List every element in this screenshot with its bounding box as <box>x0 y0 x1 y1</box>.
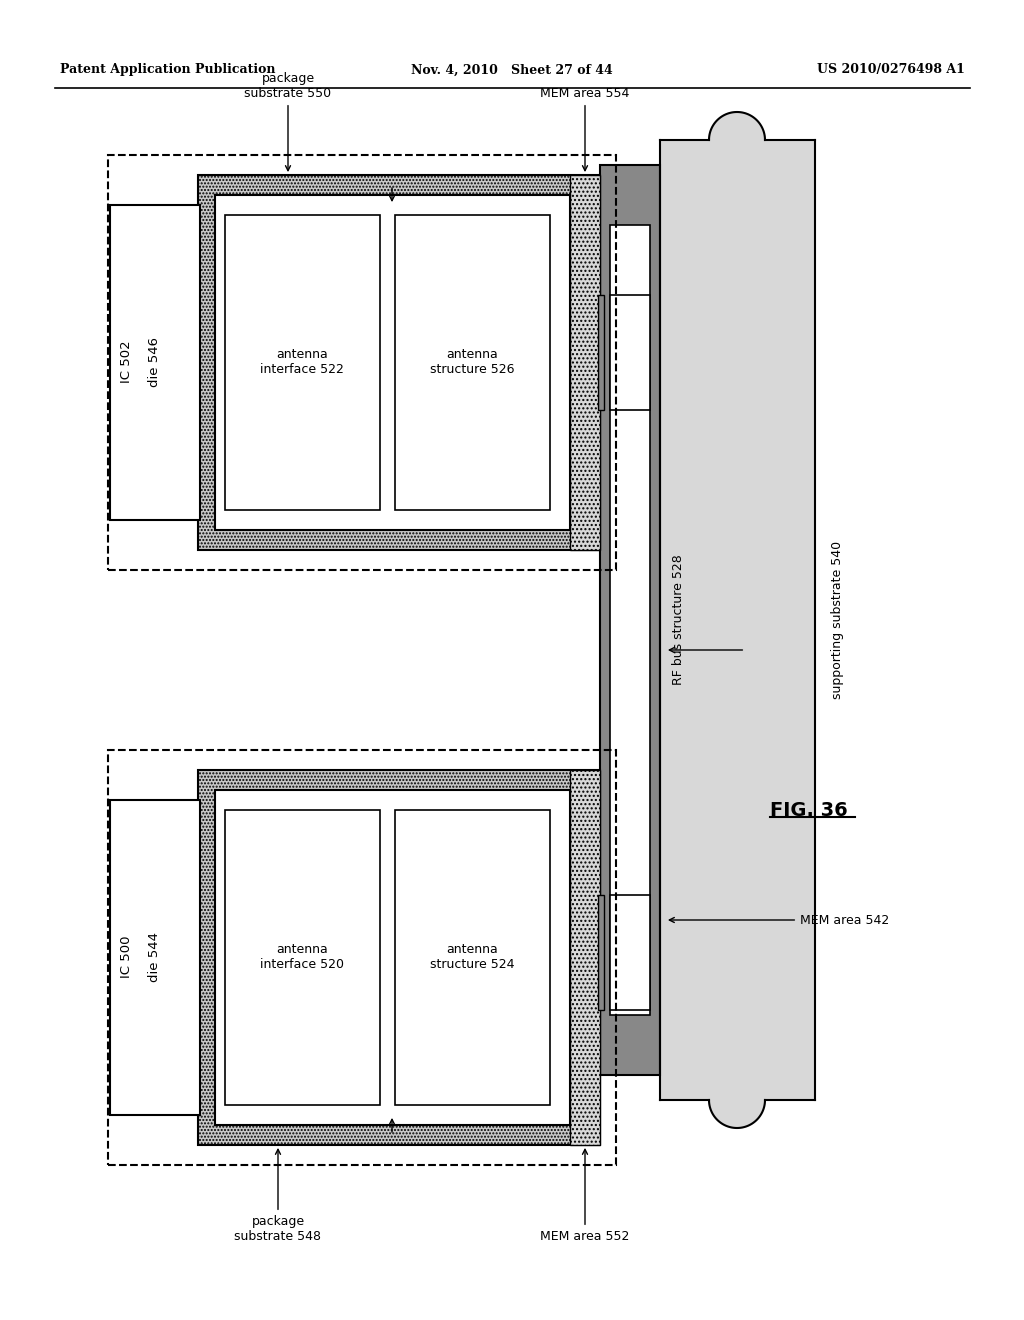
Text: antenna
interface 522: antenna interface 522 <box>260 348 344 376</box>
Bar <box>110 205 200 520</box>
Text: FIG. 36: FIG. 36 <box>770 800 848 820</box>
Bar <box>610 895 650 1010</box>
Bar <box>198 770 600 1144</box>
Text: MEM area 554: MEM area 554 <box>541 87 630 170</box>
Bar <box>225 810 380 1105</box>
Text: MEM area 552: MEM area 552 <box>541 1150 630 1243</box>
Text: antenna
structure 526: antenna structure 526 <box>430 348 514 376</box>
Bar <box>395 215 550 510</box>
Text: IC 502: IC 502 <box>120 341 132 383</box>
Bar <box>660 140 815 1100</box>
Text: Nov. 4, 2010   Sheet 27 of 44: Nov. 4, 2010 Sheet 27 of 44 <box>411 63 613 77</box>
Bar <box>600 165 660 1074</box>
Bar <box>108 154 616 570</box>
Bar <box>570 176 600 550</box>
Bar <box>598 294 604 411</box>
Text: MEM area 542: MEM area 542 <box>670 913 889 927</box>
Text: die 544: die 544 <box>148 932 162 982</box>
Polygon shape <box>660 1100 815 1129</box>
Text: Patent Application Publication: Patent Application Publication <box>60 63 275 77</box>
Text: IC 500: IC 500 <box>120 936 132 978</box>
Text: package
substrate 550: package substrate 550 <box>245 73 332 170</box>
Text: die 546: die 546 <box>148 337 162 387</box>
Bar <box>570 770 600 1144</box>
Bar <box>610 224 650 1015</box>
Bar <box>108 750 616 1166</box>
Text: antenna
structure 524: antenna structure 524 <box>430 942 514 972</box>
Text: antenna
interface 520: antenna interface 520 <box>260 942 344 972</box>
Bar <box>610 294 650 411</box>
Bar <box>198 176 600 550</box>
Text: supporting substrate 540: supporting substrate 540 <box>830 541 844 700</box>
Text: US 2010/0276498 A1: US 2010/0276498 A1 <box>817 63 965 77</box>
Bar <box>215 789 570 1125</box>
Bar <box>215 195 570 531</box>
Text: package
substrate 548: package substrate 548 <box>234 1150 322 1243</box>
Bar <box>598 895 604 1010</box>
Text: RF bus structure 528: RF bus structure 528 <box>672 554 684 685</box>
Bar <box>395 810 550 1105</box>
Polygon shape <box>660 112 815 140</box>
Bar <box>225 215 380 510</box>
Bar <box>110 800 200 1115</box>
